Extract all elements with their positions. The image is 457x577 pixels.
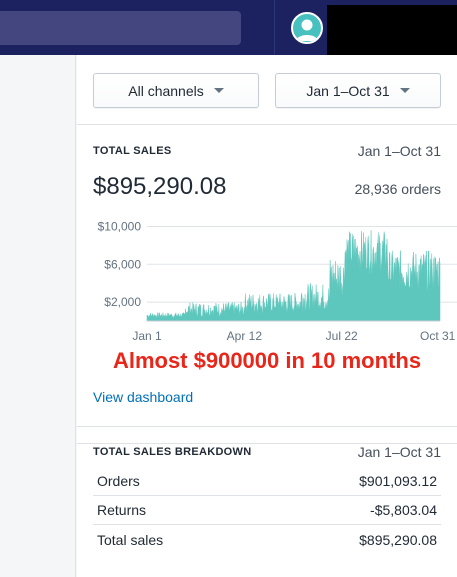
breakdown-label: Total sales [97,531,164,548]
caret-down-icon [399,88,410,93]
total-sales-orders: 28,936 orders [354,181,441,197]
breakdown-row-orders: Orders $901,093.12 [93,467,441,496]
x-tick-label: Jan 1 [132,329,162,343]
breakdown-title: TOTAL SALES BREAKDOWN [93,446,252,458]
x-tick-label: Apr 12 [227,329,263,343]
sales-area-chart: $10,000 $6,000 $2,000 Jan 1 Apr 12 Jul 22 Oct … [98,219,457,343]
top-bar [0,0,457,55]
y-tick-label: $10,000 [98,219,142,233]
breakdown-value: -$5,803.04 [370,502,437,518]
left-sidebar [0,55,76,577]
y-tick-label: $2,000 [104,295,141,309]
view-dashboard-link[interactable]: View dashboard [93,389,194,405]
redacted-store-name [327,5,457,55]
annotation-text: Almost $900000 in 10 months [112,348,422,373]
breakdown-label: Returns [97,502,147,518]
date-range-select-label: Jan 1–Oct 31 [306,82,390,99]
total-sales-card: TOTAL SALES Jan 1–Oct 31 $895,290.08 28,… [77,125,457,444]
breakdown-row-total: Total sales $895,290.08 [93,525,441,554]
x-tick-label: Jul 22 [326,329,358,343]
total-sales-date-range: Jan 1–Oct 31 [357,143,441,159]
main-panel: All channels Jan 1–Oct 31 TOTAL SALES Ja… [77,55,457,577]
sales-area-series [146,230,441,322]
breakdown-date-range: Jan 1–Oct 31 [357,444,441,460]
breakdown-value: $901,093.12 [359,473,437,489]
channel-select-label: All channels [128,82,204,99]
channel-select[interactable]: All channels [93,73,259,108]
x-tick-label: Oct 31 [420,329,456,343]
user-avatar-icon[interactable] [291,12,323,44]
search-input[interactable] [0,11,241,45]
card-divider [77,443,457,444]
filter-bar: All channels Jan 1–Oct 31 [77,55,457,125]
date-range-select[interactable]: Jan 1–Oct 31 [275,73,441,108]
total-sales-amount: $895,290.08 [93,173,227,200]
y-tick-label: $6,000 [104,257,141,271]
breakdown-value: $895,290.08 [359,531,437,548]
breakdown-label: Orders [97,473,140,489]
sales-breakdown-card: TOTAL SALES BREAKDOWN Jan 1–Oct 31 Order… [77,426,457,577]
top-bar-divider [274,0,275,55]
user-silhouette-icon [296,19,318,41]
breakdown-row-returns: Returns -$5,803.04 [93,496,441,525]
caret-down-icon [213,88,224,93]
breakdown-table: Orders $901,093.12 Returns -$5,803.04 To… [93,467,441,554]
total-sales-title: TOTAL SALES [93,145,172,157]
